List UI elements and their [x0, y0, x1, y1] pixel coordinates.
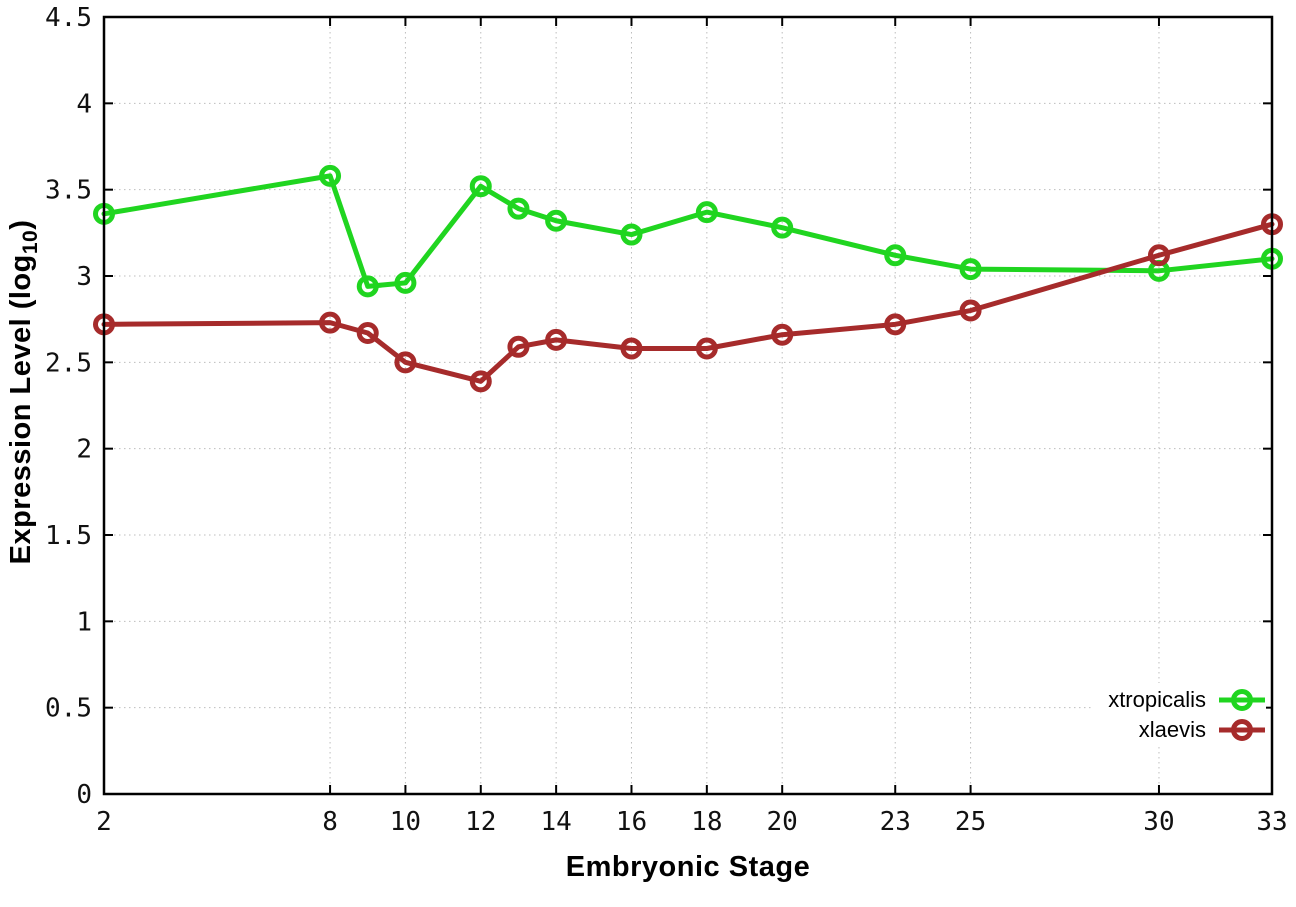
series-xlaevis-line: [101, 221, 1275, 384]
series-xlaevis-point: [620, 337, 643, 360]
gridlines: [104, 17, 1272, 794]
series-xtropicalis-point: [771, 216, 794, 239]
legend-marker-xlaevis: [1219, 719, 1265, 741]
x-tick-label: 14: [540, 807, 571, 837]
series-xlaevis-point: [319, 311, 342, 334]
tick-labels: 2 8 10 12 14 16 18 20 23 25 30 33 0 0.5 1 1.5 2 2.5 3 3.5 4 4…: [45, 3, 1288, 837]
series-xtropicalis-point: [620, 223, 643, 246]
x-tick-label: 25: [955, 807, 986, 837]
series-xlaevis-point: [959, 299, 982, 322]
series-xlaevis-point: [469, 370, 492, 393]
series-xtropicalis-point: [545, 209, 568, 232]
series-xlaevis-point: [507, 335, 530, 358]
series-xlaevis-point: [771, 323, 794, 346]
series-xlaevis-point: [545, 328, 568, 351]
tick-marks: [103, 16, 1273, 795]
series-xlaevis-point: [695, 337, 718, 360]
series-xlaevis-point: [394, 351, 417, 374]
y-tick-label: 2: [76, 435, 92, 465]
x-axis-title: Embryonic Stage: [104, 851, 1272, 884]
series-xtropicalis-point: [469, 175, 492, 198]
y-axis-title-end: ): [5, 219, 38, 230]
series-xtropicalis-point: [394, 271, 417, 294]
series-xtropicalis-point: [319, 164, 342, 187]
y-tick-label: 2.5: [45, 348, 92, 378]
x-tick-label: 2: [96, 807, 112, 837]
x-tick-label: 30: [1143, 807, 1174, 837]
x-tick-label: 10: [390, 807, 421, 837]
series-xtropicalis: [93, 164, 1283, 298]
plot-border: [102, 15, 1274, 796]
x-tick-label: 33: [1256, 807, 1287, 837]
x-tick-label: 23: [880, 807, 911, 837]
y-tick-label: 3: [76, 262, 92, 292]
series-xlaevis-point: [1147, 244, 1170, 267]
x-tick-label: 8: [322, 807, 338, 837]
x-axis-title-text: Embryonic Stage: [565, 851, 811, 883]
legend-label-xlaevis: xlaevis: [1138, 717, 1206, 742]
y-axis-title-main: Expression Level (log: [5, 254, 38, 565]
y-tick-label: 1: [76, 607, 92, 637]
series-xtropicalis-point: [884, 244, 907, 267]
series-xlaevis-point: [356, 321, 379, 344]
x-tick-label: 16: [616, 807, 647, 837]
series-xtropicalis-line: [101, 173, 1275, 289]
y-tick-label: 4: [76, 89, 92, 119]
y-tick-label: 4.5: [45, 3, 92, 33]
legend-label-xtropicalis: xtropicalis: [1108, 687, 1206, 712]
y-tick-label: 0.5: [45, 694, 92, 724]
legend-item-xlaevis: xlaevis: [1108, 715, 1266, 745]
legend: xtropicalis xlaevis: [1092, 683, 1266, 747]
y-tick-label: 3.5: [45, 176, 92, 206]
legend-marker-xtropicalis: [1219, 689, 1265, 711]
x-tick-label: 18: [691, 807, 722, 837]
x-tick-label: 12: [465, 807, 496, 837]
x-tick-label: 20: [767, 807, 798, 837]
series-xtropicalis-point: [507, 197, 530, 220]
series-xlaevis-point: [884, 313, 907, 336]
y-axis-title: Expression Level (log10): [5, 220, 43, 565]
series-xtropicalis-point: [695, 201, 718, 224]
series-xtropicalis-point: [959, 258, 982, 281]
legend-item-xtropicalis: xtropicalis: [1108, 685, 1266, 715]
y-tick-label: 0: [76, 780, 92, 810]
y-axis-title-subscript: 10: [18, 229, 42, 255]
series-xtropicalis-point: [356, 275, 379, 298]
y-tick-label: 1.5: [45, 521, 92, 551]
series-xlaevis: [93, 213, 1283, 393]
